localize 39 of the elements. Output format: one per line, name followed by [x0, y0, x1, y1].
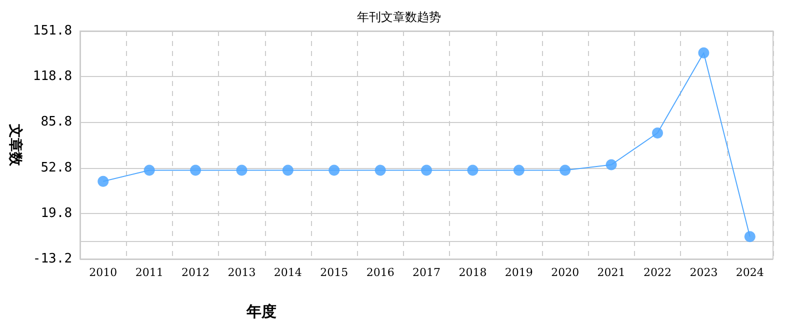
point	[328, 164, 340, 176]
point	[606, 159, 617, 170]
y-tick-label: 52.8	[40, 160, 72, 176]
point	[98, 176, 109, 187]
x-tick-label: 2021	[597, 266, 626, 279]
y-tick-label: 151.8	[32, 24, 72, 38]
x-tick-label: 2017	[412, 266, 441, 279]
point	[513, 164, 524, 176]
x-tick-label: 2023	[690, 266, 718, 279]
x-tick-label: 2024	[736, 266, 764, 279]
point	[467, 164, 478, 176]
x-tick-label: 2013	[228, 266, 256, 279]
x-tick-label: 2015	[320, 266, 348, 279]
point	[190, 164, 202, 176]
x-tick-label: 2012	[182, 266, 210, 279]
x-tick-label: 2014	[274, 266, 302, 279]
x-tick-label: 2022	[644, 266, 672, 279]
point	[652, 127, 664, 138]
point	[144, 164, 155, 176]
point	[374, 164, 386, 176]
point	[282, 164, 294, 176]
x-axis-title: 年度	[246, 302, 277, 320]
chart-title: 年刊文章数趋势	[357, 10, 441, 24]
point	[698, 47, 710, 58]
point	[560, 164, 571, 176]
y-tick-label: -13.2	[32, 252, 72, 266]
x-tick-label: 2011	[135, 266, 164, 279]
y-tick-label: 85.8	[40, 114, 72, 130]
point	[421, 164, 432, 176]
point	[744, 231, 756, 242]
x-tick-label: 2016	[366, 266, 394, 279]
point	[236, 164, 248, 176]
x-tick-label: 2019	[504, 266, 533, 279]
y-axis-title: 文章数	[7, 123, 24, 167]
x-tick-label: 2010	[89, 266, 118, 279]
y-tick-label: 118.8	[32, 69, 72, 84]
x-tick-label: 2018	[458, 266, 487, 279]
y-tick-label: 19.8	[40, 206, 72, 221]
x-tick-label: 2020	[551, 266, 580, 279]
